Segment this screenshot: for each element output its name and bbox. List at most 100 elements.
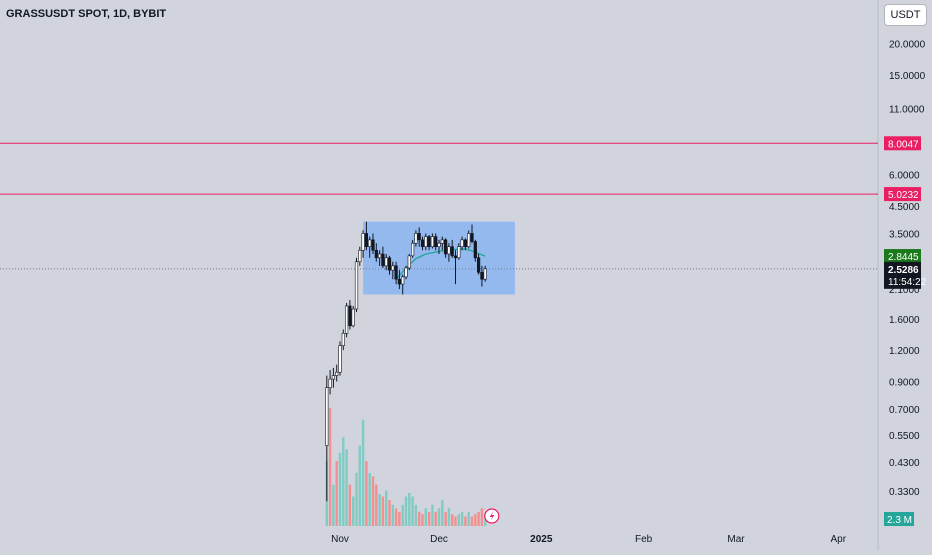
volume-bar <box>480 508 484 526</box>
volume-bar <box>477 511 480 526</box>
volume-bar <box>335 461 338 526</box>
countdown-label: 11:54:22 <box>888 277 927 288</box>
x-tick-label: Mar <box>727 534 745 545</box>
volume-bar <box>345 449 348 526</box>
candle-body <box>335 371 339 376</box>
candle-body <box>358 249 362 263</box>
y-tick-label: 11.0000 <box>889 105 925 116</box>
volume-bar <box>411 496 414 526</box>
candle-body <box>480 272 484 280</box>
volume-bar <box>421 514 424 526</box>
x-tick-label: 2025 <box>530 534 553 545</box>
x-tick-label: Dec <box>430 534 448 545</box>
volume-bar <box>368 472 371 526</box>
candle-body <box>410 242 415 257</box>
volume-bar <box>464 516 467 526</box>
current-price-label-bg <box>884 261 921 289</box>
candle-body <box>344 305 349 334</box>
volume-bar <box>424 508 427 526</box>
volume-bar <box>408 492 411 526</box>
volume-bar <box>431 504 434 526</box>
candle-body <box>325 387 329 446</box>
y-tick-label: 1.6000 <box>889 315 920 326</box>
y-tick-label: 15.0000 <box>889 71 926 82</box>
volume-bar <box>444 511 447 526</box>
volume-bar <box>338 452 342 526</box>
y-tick-label: 6.0000 <box>889 171 920 182</box>
candle-body <box>443 239 448 255</box>
candle-body <box>473 241 477 259</box>
x-tick-label: Nov <box>331 534 349 545</box>
y-tick-label: 4.5000 <box>889 202 920 213</box>
volume-bar <box>361 419 365 526</box>
candle-body <box>338 345 342 373</box>
candle-body <box>364 233 369 247</box>
candle-body <box>424 236 428 247</box>
candle-body <box>361 233 365 251</box>
volume-bar <box>418 511 421 526</box>
volume-bar <box>365 461 368 526</box>
volume-bar <box>371 476 375 526</box>
x-tick-label: Apr <box>831 534 847 545</box>
volume-bar <box>437 508 441 526</box>
volume-bar <box>434 511 437 526</box>
moving-average-line <box>395 248 486 280</box>
candle-body <box>417 233 421 241</box>
volume-bar <box>454 516 457 526</box>
candle-body <box>414 233 418 244</box>
candle-body <box>348 305 352 327</box>
volume-bar <box>484 514 487 526</box>
volume-bar <box>332 484 335 526</box>
volume-bar <box>328 408 332 526</box>
candle-body <box>404 267 408 278</box>
candle-body <box>453 255 458 259</box>
candle-body <box>450 246 454 257</box>
y-tick-label: 0.5500 <box>889 431 920 442</box>
candle-body <box>351 308 355 327</box>
candle-body <box>427 236 431 247</box>
ma-value-label: 2.8445 <box>888 252 919 263</box>
volume-bar <box>358 445 361 526</box>
candle-body <box>391 265 395 271</box>
level-price-label: 8.0047 <box>888 139 919 150</box>
candle-body <box>374 249 378 259</box>
y-tick-label: 0.4300 <box>889 458 920 469</box>
current-price-label: 2.5286 <box>888 265 919 276</box>
candle-body <box>430 236 435 247</box>
y-tick-label: 0.9000 <box>889 377 920 388</box>
volume-label-bg <box>884 512 914 526</box>
y-tick-label: 0.7000 <box>889 405 920 416</box>
candle-body <box>371 239 375 251</box>
candle-body <box>331 375 336 380</box>
volume-bar <box>451 514 454 526</box>
volume-bar <box>348 484 352 526</box>
candle-body <box>467 233 471 247</box>
candle-body <box>463 239 468 247</box>
candle-body <box>341 333 345 346</box>
volume-bar <box>385 490 388 526</box>
currency-button[interactable]: USDT <box>884 4 927 26</box>
level-price-label: 5.0232 <box>888 190 919 201</box>
candle-body <box>354 261 359 310</box>
candle-body <box>457 246 461 259</box>
candle-body <box>397 278 402 285</box>
volume-label: 2.3 M <box>887 515 912 526</box>
candle-body <box>381 253 385 267</box>
candle-body <box>460 239 464 247</box>
y-tick-label: 0.3300 <box>889 487 920 498</box>
y-tick-label: 2.1000 <box>889 285 920 296</box>
volume-bar <box>394 508 398 526</box>
volume-bar <box>391 504 394 526</box>
ma-value-label-bg <box>884 249 921 264</box>
volume-bar <box>474 514 477 526</box>
y-tick-label: 1.2000 <box>889 346 920 357</box>
volume-bar <box>378 494 381 526</box>
candle-body <box>394 265 398 280</box>
volume-bar <box>404 496 408 526</box>
volume-bar <box>342 437 345 526</box>
candle-body <box>368 239 372 247</box>
volume-bar <box>470 516 474 526</box>
candle-body <box>401 276 405 285</box>
